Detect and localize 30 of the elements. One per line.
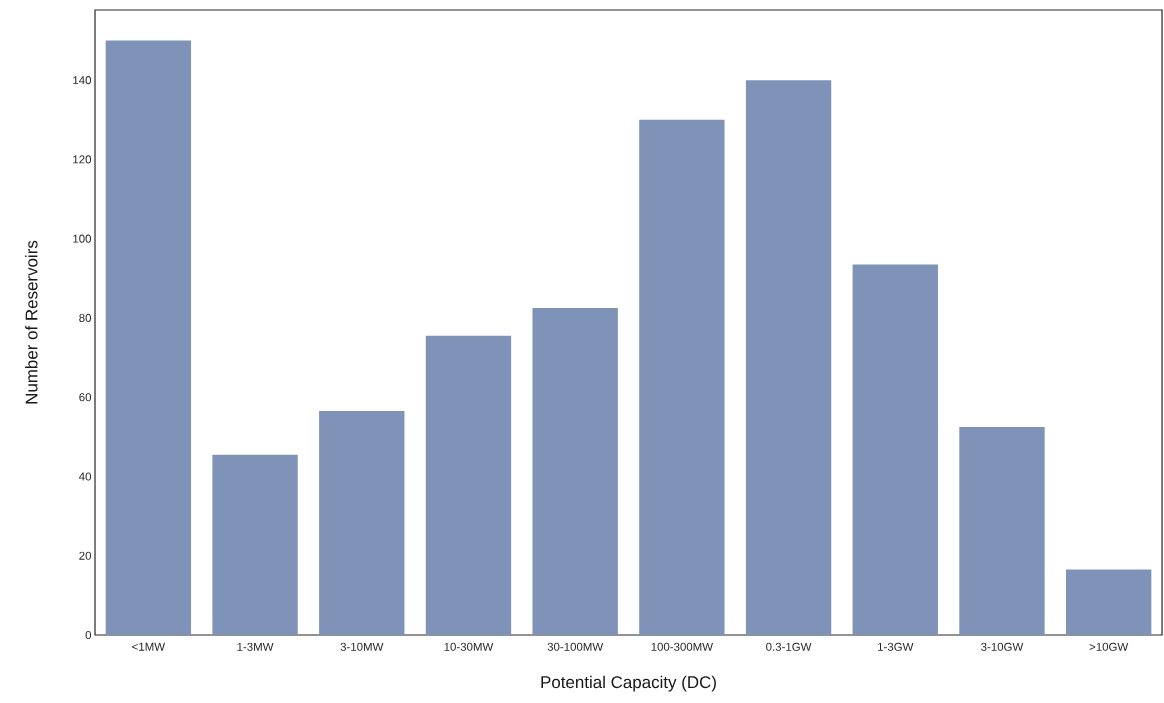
bar <box>532 308 618 635</box>
y-tick-label: 140 <box>73 76 92 85</box>
y-axis-title: Number of Reservoirs <box>25 240 38 404</box>
x-tick-label: 100-300MW <box>651 642 714 651</box>
y-tick-label: 80 <box>79 313 92 322</box>
x-tick-label: 30-100MW <box>547 642 604 651</box>
y-tick-label: 20 <box>79 551 92 560</box>
bar <box>212 454 298 635</box>
x-axis-title: Potential Capacity (DC) <box>541 675 716 692</box>
x-tick-label: 3-10MW <box>340 642 384 651</box>
bar <box>745 80 832 635</box>
y-tick-label: 100 <box>73 234 92 243</box>
y-tick-label: 0 <box>85 630 92 640</box>
y-tick-label: 60 <box>79 393 92 402</box>
y-tick-label: 40 <box>79 472 92 481</box>
x-tick-label: 1-3GW <box>878 642 914 651</box>
bar <box>852 264 938 635</box>
x-tick-label: 3-10GW <box>981 642 1024 651</box>
bar <box>1066 569 1152 635</box>
y-tick-label: 120 <box>73 155 92 164</box>
x-tick-label: 1-3MW <box>237 642 274 651</box>
bar <box>319 411 405 635</box>
x-tick-label: <1MW <box>132 642 166 651</box>
bar <box>105 40 192 635</box>
x-tick-label: >10GW <box>1089 642 1129 651</box>
x-tick-label: 0.3-1GW <box>766 642 812 651</box>
x-tick-label: 10-30MW <box>444 642 494 651</box>
bar <box>639 119 725 635</box>
bar <box>425 335 512 635</box>
bar <box>959 426 1045 635</box>
